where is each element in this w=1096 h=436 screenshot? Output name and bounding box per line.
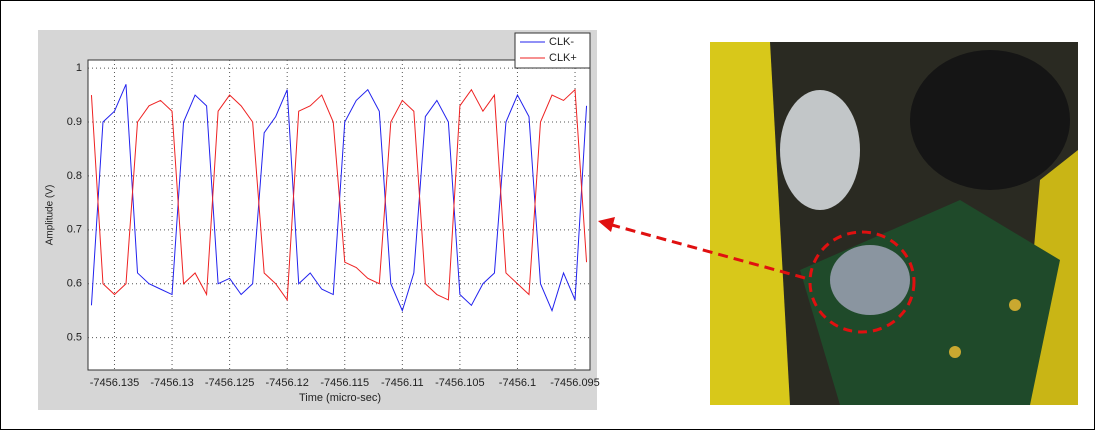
pad	[949, 346, 961, 358]
x-tick-label: -7456.11	[381, 377, 424, 389]
highlight-circle	[808, 230, 916, 334]
legend-label: CLK-	[549, 36, 574, 48]
legend-box	[514, 32, 591, 69]
x-tick-label: -7456.125	[205, 377, 255, 389]
x-tick-label: -7456.135	[90, 377, 140, 389]
x-tick-label: -7456.1	[499, 377, 536, 389]
x-tick-label: -7456.095	[550, 377, 600, 389]
pad	[1009, 299, 1021, 311]
arrow-line	[611, 223, 806, 280]
solder	[830, 245, 910, 315]
y-tick-label: 1	[76, 62, 82, 74]
y-tick-label: 0.5	[67, 332, 82, 344]
arrow-head	[598, 217, 615, 232]
y-tick-label: 0.8	[67, 170, 82, 182]
photo	[710, 42, 1078, 405]
legend-label: CLK+	[549, 52, 577, 64]
probe	[910, 50, 1070, 190]
glare	[780, 90, 860, 210]
yellow-block	[710, 42, 790, 405]
x-tick-label: -7456.12	[265, 377, 308, 389]
x-axis-label: Time (micro-sec)	[299, 392, 381, 404]
series-line	[90, 88, 588, 302]
y-tick-label: 0.7	[67, 224, 82, 236]
x-tick-label: -7456.13	[150, 377, 193, 389]
y-tick-label: 0.6	[67, 278, 82, 290]
x-tick-label: -7456.105	[435, 377, 485, 389]
y-tick-label: 0.9	[67, 116, 82, 128]
y-axis-label: Amplitude (V)	[45, 185, 56, 246]
x-tick-label: -7456.115	[320, 377, 369, 389]
series-line	[90, 84, 588, 313]
